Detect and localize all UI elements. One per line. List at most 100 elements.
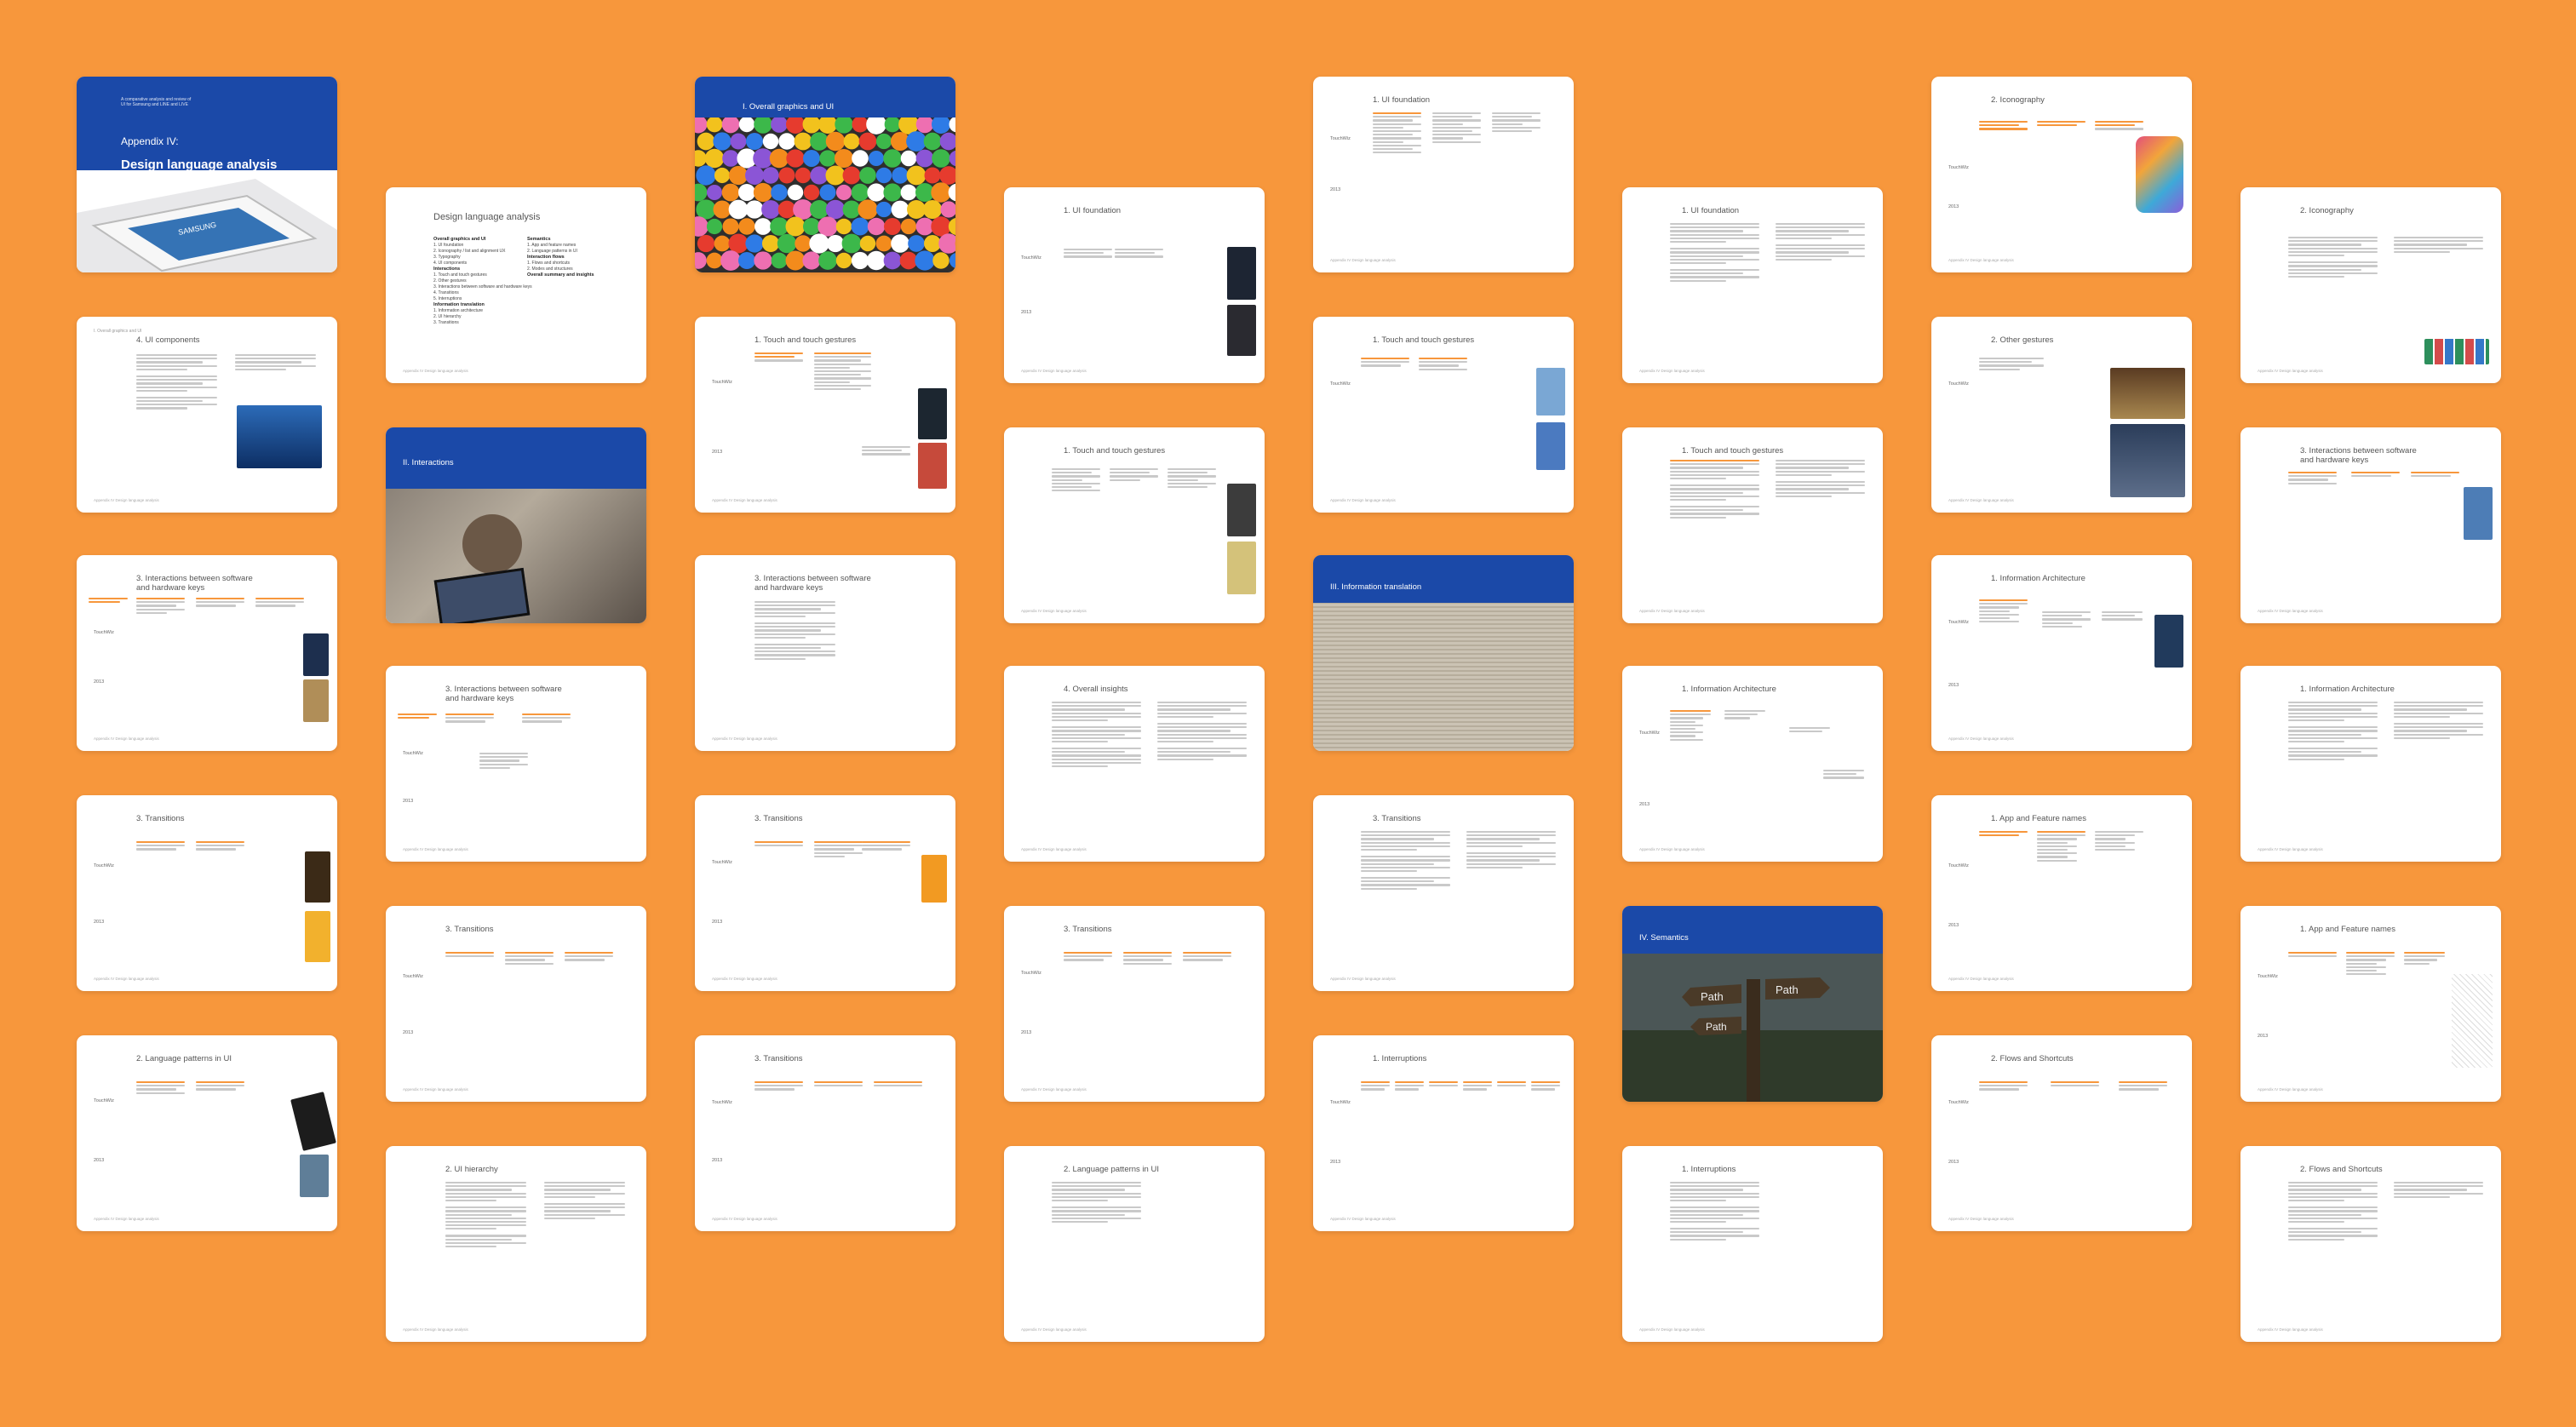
ball-shape	[906, 165, 927, 186]
toc-item[interactable]: 2. UI hierarchy	[433, 314, 462, 319]
toc-item[interactable]: 2. Modes and structures	[527, 266, 573, 272]
ball-shape	[809, 233, 829, 254]
page-flows-shortcuts[interactable]: 2. Flows and Shortcuts TouchWiz 2013 App…	[1931, 1035, 2192, 1231]
ball-shape	[777, 233, 797, 254]
page-iconography[interactable]: 2. Iconography TouchWiz 2013 Appendix IV…	[1931, 77, 2192, 272]
ball-shape	[932, 252, 950, 269]
toc-item[interactable]: 1. Touch and touch gestures	[433, 272, 487, 278]
ball-shape	[713, 200, 731, 219]
toc-item[interactable]: 4. UI components	[433, 261, 468, 266]
toc-item[interactable]: 5. Interruptions	[433, 296, 462, 301]
page-interruptions-2[interactable]: 1. Interruptions Appendix IV Design lang…	[1622, 1146, 1883, 1342]
text-column	[2095, 119, 2146, 132]
page-app-feature-names-2[interactable]: 1. App and Feature names TouchWiz 2013 A…	[2240, 906, 2501, 1102]
text-column	[89, 596, 129, 605]
page-language-patterns[interactable]: 2. Language patterns in UI TouchWiz 2013…	[77, 1035, 337, 1231]
text-column	[1115, 247, 1166, 260]
page-footer: Appendix IV Design language analysis	[1021, 1327, 1087, 1332]
page-cover[interactable]: A comparative analysis and review of UI …	[77, 77, 337, 272]
page-title: 1. Touch and touch gestures	[754, 335, 857, 345]
toc-item[interactable]: 4. Transitions	[433, 290, 459, 295]
page-transitions[interactable]: 3. Transitions TouchWiz 2013 Appendix IV…	[77, 795, 337, 991]
page-transitions-6[interactable]: 3. Transitions Appendix IV Design langua…	[1313, 795, 1574, 991]
ball-shape	[852, 117, 869, 133]
ball-shape	[753, 148, 773, 169]
page-sw-hw-keys[interactable]: 3. Interactions between software and har…	[77, 555, 337, 751]
toc-item[interactable]: 2. Language patterns in UI	[527, 249, 577, 254]
toc-item[interactable]: 1. Flows and shortcuts	[527, 261, 571, 266]
text-column	[1183, 950, 1234, 963]
page-table-of-contents[interactable]: Design language analysis Overall graphic…	[386, 187, 646, 383]
page-ui-hierarchy[interactable]: 2. UI hierarchy Appendix IV Design langu…	[386, 1146, 646, 1342]
ball-shape	[915, 149, 934, 168]
page-tag: I. Overall graphics and UI	[94, 329, 142, 334]
page-title: 4. UI components	[136, 335, 200, 345]
row-label: TouchWiz	[403, 974, 423, 979]
screenshot-image	[237, 405, 322, 468]
toc-item[interactable]: 3. Typography	[433, 255, 461, 260]
phone-image: SAMSUNG	[77, 179, 337, 272]
page-touch-gestures-4[interactable]: 1. Touch and touch gestures Appendix IV …	[1622, 427, 1883, 623]
page-ui-foundation-2[interactable]: 1. UI foundation TouchWiz 2013 Appendix …	[1313, 77, 1574, 272]
ball-shape	[786, 149, 805, 168]
page-app-feature-names[interactable]: 1. App and Feature names TouchWiz 2013 A…	[1931, 795, 2192, 991]
text-column	[1497, 1080, 1528, 1088]
toc-item[interactable]: 3. Interactions between software and har…	[433, 284, 532, 289]
page-interruptions[interactable]: 1. Interruptions TouchWiz 2013 Appendix …	[1313, 1035, 1574, 1231]
row-label: 2013	[712, 450, 723, 455]
page-title: 3. Interactions between software and har…	[136, 574, 253, 593]
toc-item[interactable]: 1. App and feature names	[527, 243, 577, 248]
page-information-architecture-2[interactable]: 1. Information Architecture TouchWiz 201…	[1931, 555, 2192, 751]
path-signpost-photo: Path Path Path	[1622, 954, 1883, 1102]
page-sw-hw-keys-4[interactable]: 3. Interactions between software and har…	[2240, 427, 2501, 623]
ball-shape	[825, 199, 846, 220]
page-section-info-translation[interactable]: III. Information translation	[1313, 555, 1574, 751]
toc-item[interactable]: 2. Other gestures	[433, 278, 467, 284]
colorful-balls-photo	[695, 117, 955, 272]
toc-heading: Information translation	[433, 302, 485, 307]
page-information-architecture-3[interactable]: 1. Information Architecture Appendix IV …	[2240, 666, 2501, 862]
ball-shape	[884, 117, 901, 133]
page-ui-foundation[interactable]: 1. UI foundation TouchWiz 2013 Appendix …	[1004, 187, 1265, 383]
page-touch-gestures-2[interactable]: 1. Touch and touch gestures Appendix IV …	[1004, 427, 1265, 623]
ball-shape	[762, 133, 779, 150]
ball-shape	[875, 133, 892, 150]
page-overall-insights[interactable]: 4. Overall insights Appendix IV Design l…	[1004, 666, 1265, 862]
ball-shape	[745, 132, 764, 151]
row-label: TouchWiz	[712, 860, 732, 865]
page-other-gestures[interactable]: 2. Other gestures TouchWiz Appendix IV D…	[1931, 317, 2192, 513]
toc-item[interactable]: 1. UI foundation	[433, 243, 464, 248]
page-transitions-3[interactable]: 3. Transitions TouchWiz 2013 Appendix IV…	[695, 795, 955, 991]
page-language-patterns-2[interactable]: 2. Language patterns in UI Appendix IV D…	[1004, 1146, 1265, 1342]
page-section-semantics[interactable]: IV. Semantics Path Path Path	[1622, 906, 1883, 1102]
toc-heading: Interaction flows	[527, 255, 565, 260]
page-touch-gestures-3[interactable]: 1. Touch and touch gestures TouchWiz App…	[1313, 317, 1574, 513]
page-flows-shortcuts-2[interactable]: 2. Flows and Shortcuts Appendix IV Desig…	[2240, 1146, 2501, 1342]
toc-item[interactable]: 1. Information architecture	[433, 308, 484, 313]
page-iconography-2[interactable]: 2. Iconography Appendix IV Design langua…	[2240, 187, 2501, 383]
page-section-interactions[interactable]: II. Interactions	[386, 427, 646, 623]
toc-item[interactable]: 2. Iconography / list and alignment UX	[433, 249, 506, 254]
row-label: 2013	[1021, 1030, 1032, 1035]
toc-item[interactable]: 3. Transitions	[433, 320, 459, 325]
app-icons-grid	[2424, 339, 2489, 364]
ball-shape	[875, 201, 892, 218]
ball-shape	[695, 150, 707, 167]
ball-shape	[842, 200, 861, 219]
page-information-architecture[interactable]: 1. Information Architecture TouchWiz 201…	[1622, 666, 1883, 862]
ball-shape	[769, 148, 789, 169]
page-transitions-5[interactable]: 3. Transitions TouchWiz 2013 Appendix IV…	[1004, 906, 1265, 1102]
page-ui-components[interactable]: I. Overall graphics and UI 4. UI compone…	[77, 317, 337, 513]
page-sw-hw-keys-2[interactable]: 3. Interactions between software and har…	[386, 666, 646, 862]
text-column	[754, 351, 806, 364]
ball-shape	[891, 234, 909, 253]
page-transitions-4[interactable]: 3. Transitions TouchWiz 2013 Appendix IV…	[695, 1035, 955, 1231]
screenshot-image	[918, 388, 947, 439]
page-sw-hw-keys-3[interactable]: 3. Interactions between software and har…	[695, 555, 955, 751]
page-section-overall-graphics[interactable]: I. Overall graphics and UI	[695, 77, 955, 272]
page-ui-foundation-3[interactable]: 1. UI foundation Appendix IV Design lang…	[1622, 187, 1883, 383]
text-column	[2095, 829, 2146, 852]
page-touch-gestures[interactable]: 1. Touch and touch gestures TouchWiz 201…	[695, 317, 955, 513]
page-transitions-2[interactable]: 3. Transitions TouchWiz 2013 Appendix IV…	[386, 906, 646, 1102]
text-column	[2288, 470, 2339, 486]
